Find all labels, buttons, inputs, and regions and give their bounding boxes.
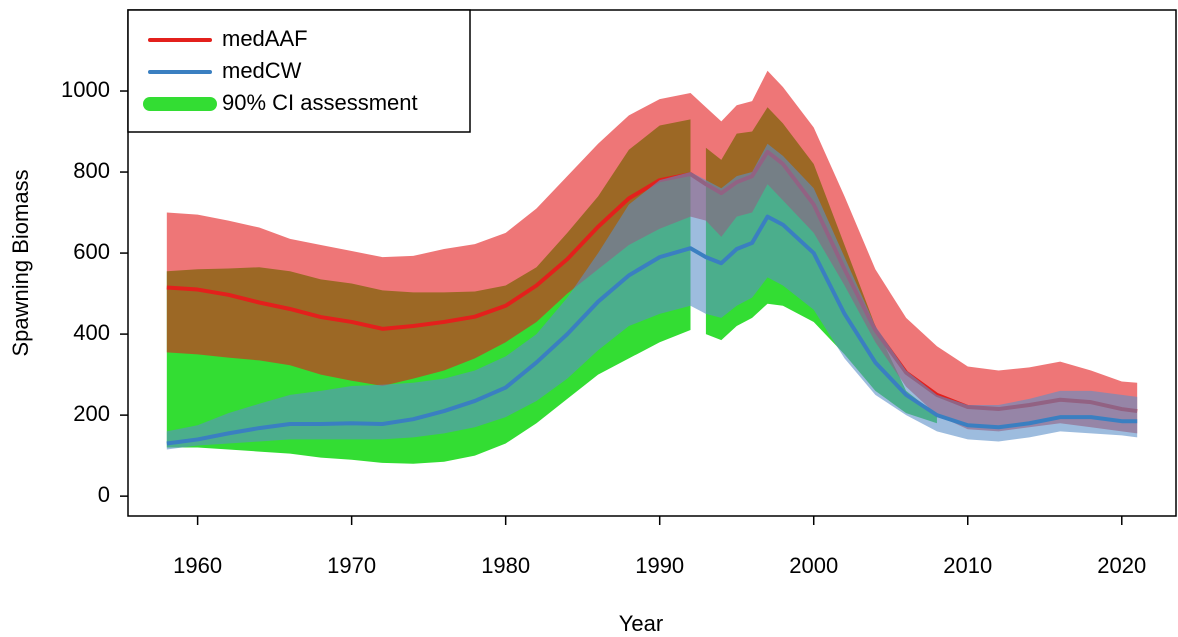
x-tick-label: 2010 (943, 553, 992, 578)
x-tick-label: 2000 (789, 553, 838, 578)
x-tick-label: 2020 (1097, 553, 1146, 578)
y-axis-title: Spawning Biomass (8, 169, 33, 356)
y-tick-label: 1000 (61, 77, 110, 102)
series-line (166, 214, 1138, 446)
y-tick-label: 0 (98, 482, 110, 507)
y-tick-label: 400 (73, 320, 110, 345)
plot-area (166, 70, 1138, 464)
legend-label: medAAF (222, 26, 308, 51)
y-tick-label: 800 (73, 158, 110, 183)
ci-band (166, 70, 1138, 434)
legend-label: medCW (222, 58, 302, 83)
y-tick-label: 200 (73, 401, 110, 426)
x-tick-label: 1980 (481, 553, 530, 578)
x-tick-label: 1970 (327, 553, 376, 578)
x-axis-title: Year (619, 611, 663, 636)
ci-band (166, 143, 1138, 450)
plot-frame (127, 9, 1177, 517)
y-tick-label: 600 (73, 239, 110, 264)
x-tick-label: 1990 (635, 553, 684, 578)
legend-label: 90% CI assessment (222, 90, 418, 115)
x-tick-label: 1960 (173, 553, 222, 578)
